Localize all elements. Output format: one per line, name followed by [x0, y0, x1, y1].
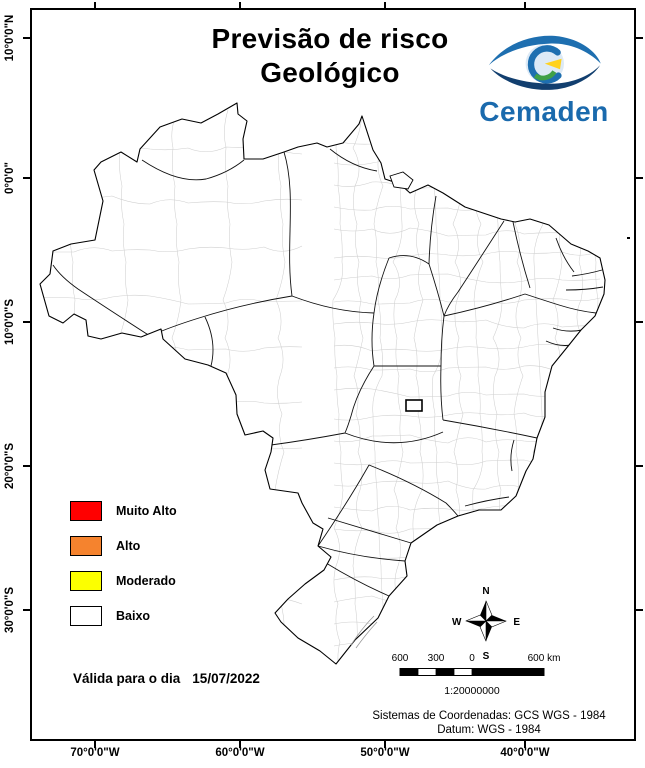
graticule-tick [636, 465, 643, 467]
scale-label: 600 [391, 653, 409, 664]
graticule-tick [636, 321, 643, 323]
scale-bar-graphic [399, 668, 545, 676]
compass-south-label: S [482, 651, 490, 662]
legend-label: Muito Alto [116, 504, 177, 518]
legend-label: Moderado [116, 574, 176, 588]
lon-label: 40°0'0"W [500, 747, 550, 759]
validity-date: 15/07/2022 [192, 671, 260, 686]
lat-label: 30°0'0"S [4, 586, 16, 634]
state-borders [52, 148, 604, 597]
graticule-tick [23, 321, 30, 323]
validity-label: Válida para o dia [73, 671, 181, 686]
legend-label: Baixo [116, 609, 151, 623]
brazil-fill [40, 103, 605, 664]
coordinate-system-note: Sistemas de Coordenadas: GCS WGS - 1984 … [343, 709, 635, 737]
distrito-federal-box [405, 399, 423, 412]
scale-label: 0 [469, 653, 475, 664]
compass-east-label: E [513, 617, 520, 628]
validity-note: Válida para o dia 15/07/2022 [73, 671, 260, 686]
graticule-tick [23, 609, 30, 611]
lon-label: 50°0'0"W [360, 747, 410, 759]
graticule-tick [636, 177, 643, 179]
legend-item: Baixo [70, 606, 177, 626]
lat-label: 10°0'0"S [4, 298, 16, 346]
graticule-tick [239, 741, 241, 748]
lagoa-dos-patos [350, 615, 378, 649]
graticule-tick [94, 741, 96, 748]
legend-swatch-muito-alto [70, 501, 102, 521]
graticule-tick [636, 37, 643, 39]
scale-label: 600 km [527, 653, 561, 664]
legend-label: Alto [116, 539, 141, 553]
compass-north-label: N [482, 586, 490, 597]
legend-swatch-baixo [70, 606, 102, 626]
lat-label: 20°0'0"S [4, 442, 16, 490]
graticule-tick [524, 2, 526, 9]
compass-west-label: W [452, 617, 462, 628]
lat-label: 0°0'0" [4, 162, 16, 194]
graticule-tick [239, 2, 241, 9]
lon-label: 70°0'0"W [70, 747, 120, 759]
marajo-island [389, 171, 414, 190]
coordinate-system-line: Sistemas de Coordenadas: GCS WGS - 1984 [372, 710, 606, 722]
legend-swatch-moderado [70, 571, 102, 591]
graticule-tick [94, 2, 96, 9]
legend-item: Alto [70, 536, 177, 556]
title-line-2: Geológico [260, 57, 400, 88]
legend-swatch-alto [70, 536, 102, 556]
scale-bar: 600 300 0 600 km 1:20000000 [392, 653, 567, 697]
brazil-map [39, 102, 630, 665]
legend-item: Moderado [70, 571, 177, 591]
scale-bar-labels: 600 300 0 600 km [392, 653, 567, 665]
risk-legend: Muito Alto Alto Moderado Baixo [70, 501, 177, 641]
lat-label: 10°0'0"N [4, 14, 16, 62]
title-line-1: Previsão de risco [211, 23, 449, 54]
brazil-outline [39, 102, 606, 665]
graticule-tick [23, 177, 30, 179]
cemaden-wordmark: Cemaden [479, 96, 609, 127]
graticule-tick [23, 465, 30, 467]
lon-label: 60°0'0"W [215, 747, 265, 759]
north-arrow-icon [465, 600, 507, 642]
noronha-island [627, 237, 630, 239]
datum-line: Datum: WGS - 1984 [437, 724, 541, 736]
graticule-tick [23, 37, 30, 39]
cemaden-logo: Cemaden [466, 30, 622, 128]
scale-ratio: 1:20000000 [444, 685, 500, 697]
compass-rose: N W E S [452, 586, 520, 662]
cemaden-eye-icon [488, 35, 601, 90]
graticule-tick [636, 609, 643, 611]
graticule-tick [384, 741, 386, 748]
legend-item: Muito Alto [70, 501, 177, 521]
graticule-tick [524, 741, 526, 748]
page-title: Previsão de risco Geológico [100, 22, 560, 90]
graticule-tick [384, 2, 386, 9]
scale-label: 300 [427, 653, 445, 664]
